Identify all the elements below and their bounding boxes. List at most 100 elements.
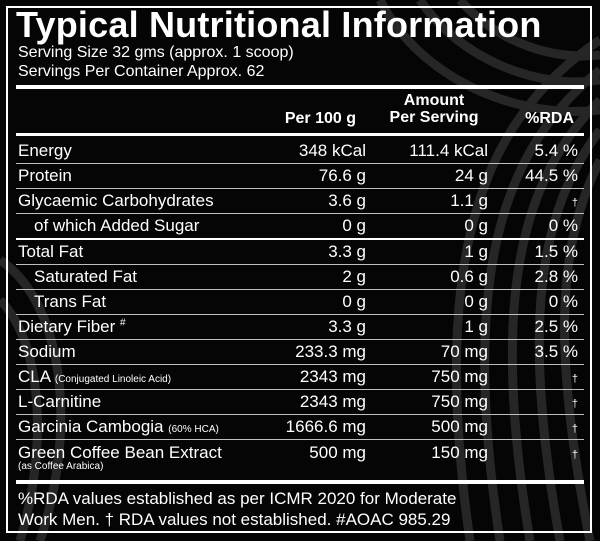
footnote-line-2: Work Men. † RDA values not established. … xyxy=(18,510,451,529)
per-serving-value: 750 mg xyxy=(431,392,488,411)
footnote: %RDA values established as per ICMR 2020… xyxy=(18,488,584,530)
table-row: Total Fat 3.3 g 1 g 1.5 % xyxy=(16,240,584,265)
header-per-100g: Per 100 g xyxy=(284,110,356,127)
nutrient-label: Green Coffee Bean Extract (as Coffee Arab… xyxy=(18,443,222,472)
row-divider xyxy=(16,213,584,214)
dagger-mark: † xyxy=(571,449,578,461)
nutrient-label: Sodium xyxy=(18,342,76,361)
row-divider xyxy=(16,163,584,164)
per-100g-value: 3.3 g xyxy=(328,242,366,261)
header-rule xyxy=(16,133,584,136)
dagger-mark: † xyxy=(571,398,578,410)
per-serving-value: 24 g xyxy=(454,166,488,185)
rda-value: 5.4 % xyxy=(534,141,578,160)
per-serving-value: 1 g xyxy=(464,242,488,261)
per-100g-value: 233.3 mg xyxy=(295,342,366,361)
rda-value: 2.8 % xyxy=(534,267,578,286)
table-row: Protein 76.6 g 24 g 44.5 % xyxy=(16,164,584,189)
header-rda: %RDA xyxy=(525,110,574,127)
per-serving-value: 750 mg xyxy=(431,367,488,386)
nutrient-label: CLA (Conjugated Linoleic Acid) xyxy=(18,367,171,387)
dagger-mark: † xyxy=(571,423,578,435)
rda-value: 2.5 % xyxy=(534,317,578,336)
dagger-mark: † xyxy=(571,373,578,385)
rda-value: † xyxy=(572,392,578,412)
rda-value: † xyxy=(572,443,578,463)
row-divider xyxy=(16,188,584,189)
per-serving-value: 150 mg xyxy=(431,443,488,462)
servings-per-container: Servings Per Container Approx. 62 xyxy=(18,63,265,80)
nutrient-label: Total Fat xyxy=(18,242,84,261)
panel-border xyxy=(6,6,592,533)
row-divider xyxy=(16,389,584,390)
section-rule xyxy=(16,238,584,240)
table-row: of which Added Sugar 0 g 0 g 0 % xyxy=(16,214,584,239)
per-100g-value: 2343 mg xyxy=(299,392,366,411)
per-serving-value: 111.4 kCal xyxy=(409,141,488,160)
nutrient-note: (60% HCA) xyxy=(168,424,219,435)
table-row: Green Coffee Bean Extract (as Coffee Arab… xyxy=(16,441,584,481)
per-serving-value: 70 mg xyxy=(440,342,488,361)
row-divider xyxy=(16,339,584,340)
rda-value: † xyxy=(572,417,578,437)
table-row: Garcinia Cambogia (60% HCA) 1666.6 mg 50… xyxy=(16,415,584,440)
row-divider xyxy=(16,289,584,290)
per-100g-value: 348 kCal xyxy=(298,141,366,160)
top-rule xyxy=(16,85,584,89)
per-100g-value: 500 mg xyxy=(309,443,366,462)
table-row: Trans Fat 0 g 0 g 0 % xyxy=(16,290,584,315)
per-serving-value: 0 g xyxy=(464,216,488,235)
table-row: Sodium 233.3 mg 70 mg 3.5 % xyxy=(16,340,584,365)
per-serving-value: 0 g xyxy=(464,292,488,311)
header-amount: Amount xyxy=(403,92,465,109)
row-divider xyxy=(16,414,584,415)
nutrient-note: (Conjugated Linoleic Acid) xyxy=(54,374,172,385)
hash-mark: # xyxy=(120,317,126,329)
header-amount-per-serving: Amount Per Serving xyxy=(374,92,494,126)
nutrient-label: Glycaemic Carbohydrates xyxy=(18,191,214,210)
table-row: Glycaemic Carbohydrates 3.6 g 1.1 g † xyxy=(16,189,584,214)
nutrient-label: L-Carnitine xyxy=(18,392,102,411)
rda-value: 0 % xyxy=(548,292,578,311)
nutrient-label-text: Garcinia Cambogia xyxy=(18,417,164,436)
per-100g-value: 2343 mg xyxy=(299,367,366,386)
per-100g-value: 3.6 g xyxy=(328,191,366,210)
nutrient-label: Saturated Fat xyxy=(34,267,138,286)
table-row: Dietary Fiber # 3.3 g 1 g 2.5 % xyxy=(16,315,584,340)
header-per-serving: Per Serving xyxy=(389,109,479,126)
table-row: L-Carnitine 2343 mg 750 mg † xyxy=(16,390,584,415)
rda-value: 3.5 % xyxy=(534,342,578,361)
per-100g-value: 0 g xyxy=(342,216,366,235)
nutrient-label-text: CLA xyxy=(18,367,51,386)
nutrient-label: of which Added Sugar xyxy=(34,216,200,235)
nutrient-label-text: Dietary Fiber xyxy=(18,317,116,336)
row-divider xyxy=(16,264,584,265)
per-100g-value: 2 g xyxy=(342,267,366,286)
nutrient-label: Garcinia Cambogia (60% HCA) xyxy=(18,417,219,437)
row-divider xyxy=(16,314,584,315)
rda-value: 1.5 % xyxy=(534,242,578,261)
row-divider xyxy=(16,364,584,365)
per-100g-value: 76.6 g xyxy=(318,166,366,185)
rda-value: 44.5 % xyxy=(525,166,578,185)
per-100g-value: 1666.6 mg xyxy=(285,417,366,436)
dagger-mark: † xyxy=(571,197,578,209)
per-100g-value: 3.3 g xyxy=(328,317,366,336)
rda-value: † xyxy=(572,191,578,211)
per-serving-value: 0.6 g xyxy=(450,267,488,286)
nutrient-sub-note: (as Coffee Arabica) xyxy=(18,461,104,472)
panel-title: Typical Nutritional Information xyxy=(16,4,542,45)
nutrient-label-text: Green Coffee Bean Extract xyxy=(18,443,222,462)
serving-size: Serving Size 32 gms (approx. 1 scoop) xyxy=(18,44,294,61)
table-row: Saturated Fat 2 g 0.6 g 2.8 % xyxy=(16,265,584,290)
rda-value: † xyxy=(572,367,578,387)
row-divider xyxy=(16,439,584,440)
per-100g-value: 0 g xyxy=(342,292,366,311)
per-serving-value: 500 mg xyxy=(431,417,488,436)
rda-value: 0 % xyxy=(548,216,578,235)
bottom-rule xyxy=(16,480,584,484)
nutrient-label: Dietary Fiber # xyxy=(18,317,126,337)
per-serving-value: 1.1 g xyxy=(450,191,488,210)
nutrient-label: Trans Fat xyxy=(34,292,107,311)
